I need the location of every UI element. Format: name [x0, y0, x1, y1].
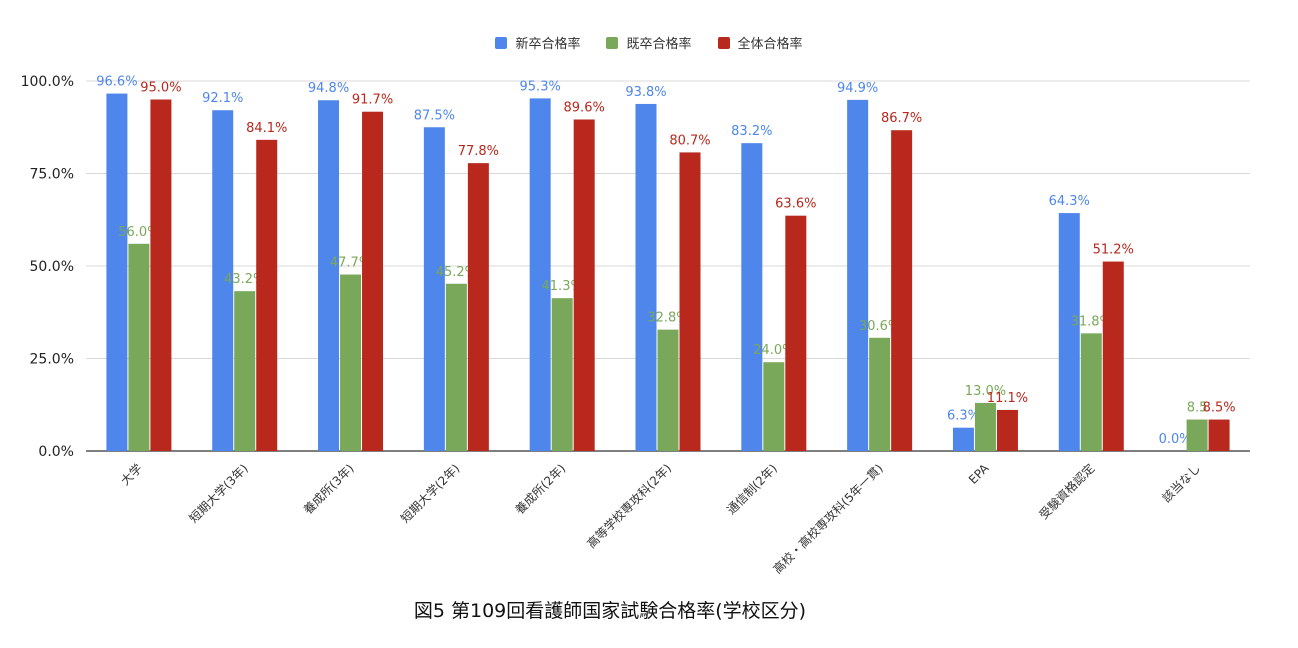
- data-label: 8.5%: [1203, 401, 1236, 416]
- bar: [635, 103, 657, 451]
- legend-label-past-graduate: 既卒合格率: [626, 37, 692, 52]
- legend: 新卒合格率 既卒合格率 全体合格率: [0, 33, 1298, 52]
- bar: [234, 291, 256, 451]
- bar: [869, 337, 891, 451]
- bar: [212, 110, 234, 451]
- bar: [741, 143, 763, 451]
- bar: [529, 98, 551, 451]
- data-label: 80.7%: [669, 133, 710, 148]
- x-tick-label: EPA: [966, 461, 992, 487]
- data-label: 51.2%: [1093, 243, 1134, 258]
- data-label: 94.9%: [837, 81, 878, 96]
- x-tick-label: 短期大学(3年): [186, 461, 251, 526]
- bar: [1208, 419, 1230, 451]
- x-tick-label: 養成所(2年): [512, 461, 569, 518]
- bar: [423, 127, 445, 451]
- bar: [256, 139, 278, 451]
- legend-item-new-graduate: 新卒合格率: [495, 33, 580, 52]
- bar: [1058, 213, 1080, 451]
- bar: [1186, 419, 1208, 451]
- bar: [128, 243, 150, 451]
- legend-swatch-overall: [717, 36, 730, 49]
- bar: [763, 362, 785, 451]
- data-label: 24.0%: [753, 343, 794, 358]
- data-label: 63.6%: [775, 197, 816, 212]
- legend-swatch-new-graduate: [495, 36, 508, 49]
- bar: [891, 130, 913, 451]
- bar: [679, 152, 701, 451]
- y-tick-label: 100.0%: [21, 74, 74, 90]
- bar: [657, 329, 679, 451]
- legend-item-overall: 全体合格率: [717, 33, 803, 52]
- data-label: 89.6%: [564, 100, 605, 115]
- x-tick-label: 養成所(3年): [300, 461, 357, 518]
- bar: [551, 298, 573, 451]
- bar: [785, 215, 807, 451]
- bar: [467, 163, 489, 451]
- data-label: 95.3%: [520, 79, 561, 94]
- bar: [974, 402, 996, 451]
- data-label: 64.3%: [1049, 194, 1090, 209]
- legend-label-overall: 全体合格率: [737, 37, 803, 52]
- x-tick-label: 大学: [117, 461, 145, 489]
- data-label: 91.7%: [352, 93, 393, 108]
- x-tick-label: 短期大学(2年): [397, 461, 462, 526]
- data-label: 32.8%: [647, 311, 688, 326]
- x-tick-label: 受験資格認定: [1036, 461, 1098, 523]
- data-label: 45.2%: [436, 265, 477, 280]
- data-label: 84.1%: [246, 121, 287, 136]
- legend-label-new-graduate: 新卒合格率: [515, 37, 581, 52]
- data-label: 43.2%: [224, 272, 265, 287]
- data-label: 41.3%: [542, 279, 583, 294]
- data-label: 31.8%: [1071, 314, 1112, 329]
- y-tick-label: 50.0%: [30, 259, 74, 275]
- plot-area: 0.0% 25.0% 50.0% 75.0% 100.0% 96.6% 56.0% 95.0%…: [21, 74, 1250, 577]
- x-tick-label: 高校・高校専攻科(5年一貫): [770, 461, 886, 577]
- data-label: 30.6%: [859, 319, 900, 334]
- bar: [996, 409, 1018, 451]
- bar: [340, 274, 362, 451]
- bar: [445, 283, 467, 451]
- y-tick-label: 75.0%: [30, 167, 74, 183]
- bar: [106, 93, 128, 451]
- x-tick-label: 該当なし: [1159, 461, 1204, 506]
- bar: [362, 111, 384, 452]
- bar: [318, 100, 340, 452]
- data-label: 92.1%: [202, 91, 243, 106]
- bar: [1102, 261, 1124, 451]
- data-label: 94.8%: [308, 81, 349, 96]
- bar: [952, 427, 974, 451]
- data-label: 93.8%: [625, 85, 666, 100]
- data-label: 56.0%: [118, 225, 159, 240]
- data-label: 87.5%: [414, 108, 455, 123]
- data-label: 11.1%: [987, 391, 1028, 406]
- bar: [573, 119, 595, 451]
- x-tick-label: 高等学校専攻科(2年): [584, 461, 675, 552]
- data-label: 8.5: [1187, 401, 1208, 416]
- y-tick-label: 25.0%: [30, 352, 74, 368]
- x-tick-label: 通信制(2年): [724, 461, 780, 517]
- data-label: 6.3%: [947, 409, 980, 424]
- bar: [1080, 333, 1102, 451]
- legend-swatch-past-graduate: [606, 36, 619, 49]
- y-tick-label: 0.0%: [38, 444, 74, 460]
- bar: [847, 99, 869, 452]
- data-label: 95.0%: [140, 81, 181, 96]
- data-label: 86.7%: [881, 111, 922, 126]
- legend-item-past-graduate: 既卒合格率: [606, 33, 692, 52]
- data-label: 13.0%: [965, 384, 1006, 399]
- data-label: 77.8%: [458, 144, 499, 159]
- figure-caption: 図5 第109回看護師国家試験合格率(学校区分): [413, 600, 807, 622]
- bar: [150, 99, 172, 451]
- data-label: 47.7%: [330, 256, 371, 271]
- data-label: 0.0%: [1159, 432, 1192, 447]
- data-label: 96.6%: [96, 75, 137, 90]
- data-label: 83.2%: [731, 124, 772, 139]
